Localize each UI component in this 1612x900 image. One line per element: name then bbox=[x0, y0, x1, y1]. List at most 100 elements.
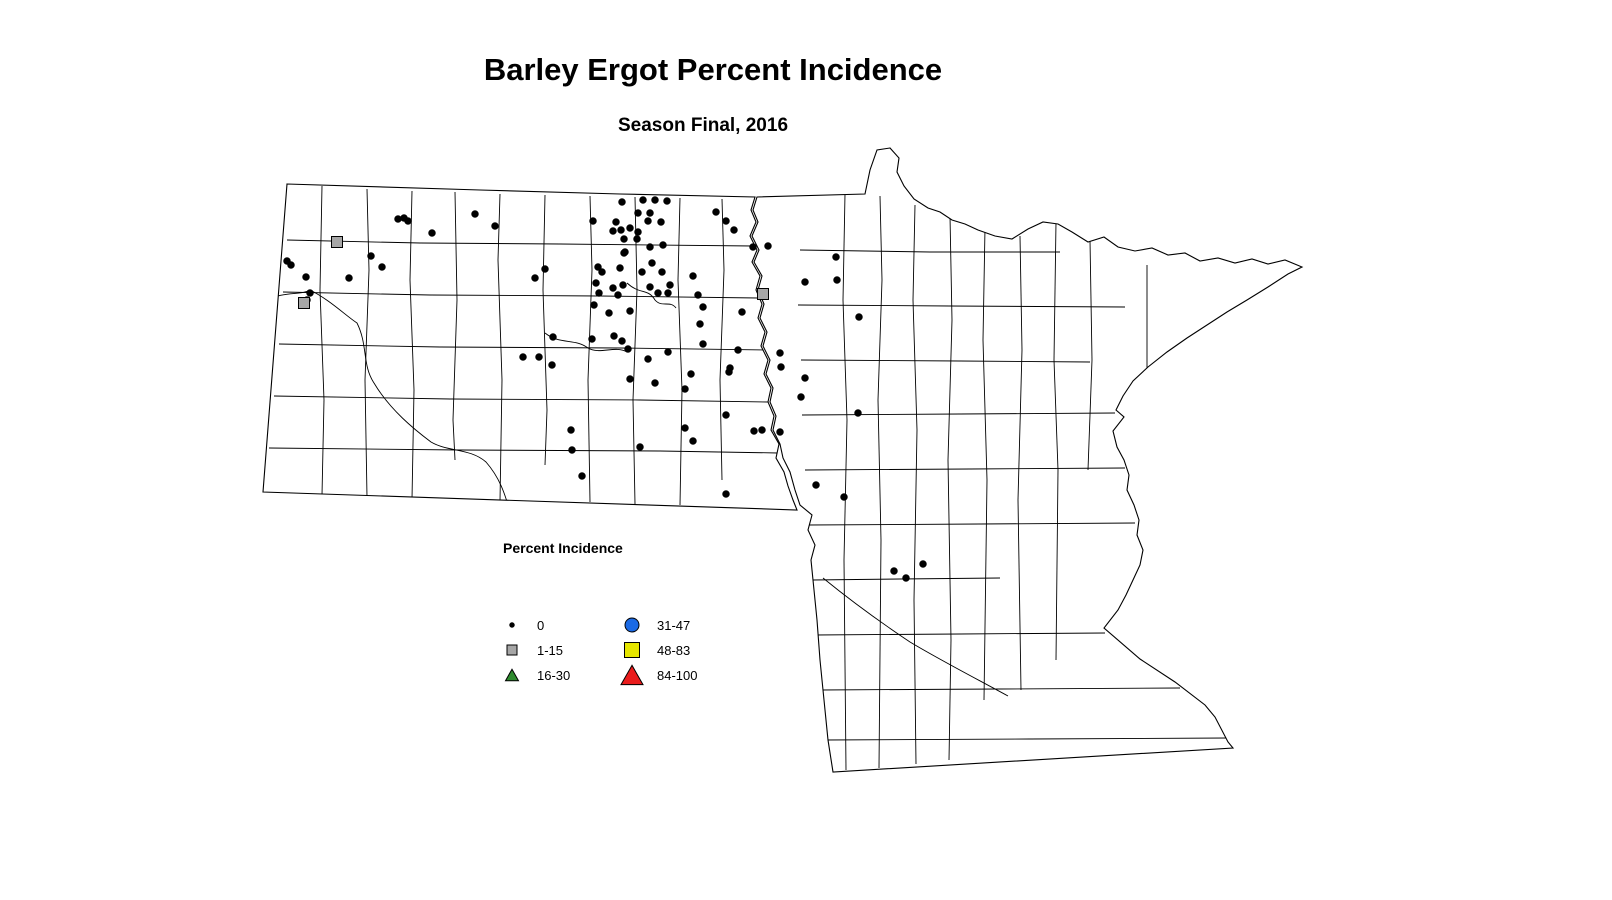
map-point-1-15 bbox=[298, 297, 310, 309]
map-point-0 bbox=[588, 335, 596, 343]
legend-item-84-100: 84-100 bbox=[615, 662, 697, 688]
map-point-0 bbox=[618, 337, 626, 345]
legend-item-0: 0 bbox=[495, 612, 544, 638]
map-point-0 bbox=[605, 309, 613, 317]
map-point-0 bbox=[854, 409, 862, 417]
circle-legend-icon bbox=[615, 612, 649, 638]
map-point-0 bbox=[568, 446, 576, 454]
map-point-0 bbox=[666, 281, 674, 289]
map-point-0 bbox=[491, 222, 499, 230]
legend-title: Percent Incidence bbox=[503, 540, 623, 556]
map-point-0 bbox=[722, 217, 730, 225]
map-point-0 bbox=[626, 307, 634, 315]
map-point-0 bbox=[758, 426, 766, 434]
map-point-0 bbox=[689, 272, 697, 280]
map-point-0 bbox=[749, 243, 757, 251]
map-point-0 bbox=[651, 196, 659, 204]
map-point-0 bbox=[616, 264, 624, 272]
map-point-0 bbox=[840, 493, 848, 501]
legend-item-label: 31-47 bbox=[657, 617, 691, 633]
square-legend-icon bbox=[615, 637, 649, 663]
map-point-0 bbox=[801, 278, 809, 286]
map-point-0 bbox=[367, 252, 375, 260]
map-point-1-15 bbox=[331, 236, 343, 248]
map-point-0 bbox=[738, 308, 746, 316]
map-point-0 bbox=[589, 217, 597, 225]
map-point-0 bbox=[306, 289, 314, 297]
map-point-0 bbox=[609, 284, 617, 292]
map-point-0 bbox=[776, 428, 784, 436]
map-point-0 bbox=[633, 235, 641, 243]
map-point-0 bbox=[620, 235, 628, 243]
map-point-0 bbox=[594, 263, 602, 271]
map-point-0 bbox=[657, 218, 665, 226]
map-point-1-15 bbox=[757, 288, 769, 300]
map-point-0 bbox=[664, 289, 672, 297]
map-point-0 bbox=[646, 283, 654, 291]
minnesota-county-lines bbox=[797, 193, 1229, 771]
map-point-0 bbox=[646, 209, 654, 217]
map-point-0 bbox=[699, 340, 707, 348]
map-point-0 bbox=[287, 261, 295, 269]
map-point-0 bbox=[730, 226, 738, 234]
map-point-0 bbox=[812, 481, 820, 489]
map-point-0 bbox=[750, 427, 758, 435]
minnesota-outline bbox=[751, 147, 1304, 773]
map-point-0 bbox=[618, 198, 626, 206]
map-point-0 bbox=[764, 242, 772, 250]
map-point-0 bbox=[549, 333, 557, 341]
map-point-0 bbox=[902, 574, 910, 582]
map-point-0 bbox=[855, 313, 863, 321]
map-point-0 bbox=[610, 332, 618, 340]
map-point-0 bbox=[681, 424, 689, 432]
map-point-0 bbox=[689, 437, 697, 445]
page-subtitle: Season Final, 2016 bbox=[617, 115, 789, 136]
map-point-0 bbox=[687, 370, 695, 378]
map-point-0 bbox=[639, 196, 647, 204]
data-points-layer bbox=[283, 196, 927, 582]
map-point-0 bbox=[712, 208, 720, 216]
map-point-0 bbox=[619, 281, 627, 289]
legend-item-31-47: 31-47 bbox=[615, 612, 690, 638]
map-point-0 bbox=[614, 291, 622, 299]
north-dakota-county-lines bbox=[263, 185, 779, 506]
triangle-legend-icon bbox=[495, 662, 529, 688]
legend-item-label: 0 bbox=[537, 617, 545, 633]
triangle-legend-icon bbox=[615, 662, 649, 688]
map-point-0 bbox=[535, 353, 543, 361]
map-point-0 bbox=[696, 320, 704, 328]
map-point-0 bbox=[548, 361, 556, 369]
map-point-0 bbox=[612, 218, 620, 226]
map-point-0 bbox=[651, 379, 659, 387]
dot-legend-icon bbox=[495, 612, 529, 638]
map-point-0 bbox=[578, 472, 586, 480]
map-point-0 bbox=[777, 363, 785, 371]
legend-item-48-83: 48-83 bbox=[615, 637, 690, 663]
map-point-0 bbox=[428, 229, 436, 237]
map-point-0 bbox=[609, 227, 617, 235]
map-point-0 bbox=[620, 249, 628, 257]
map-point-0 bbox=[644, 217, 652, 225]
map-point-0 bbox=[519, 353, 527, 361]
legend: Percent Incidence 0 1-15 16-30 31-47 48-83 84… bbox=[495, 540, 755, 686]
page-title: Barley Ergot Percent Incidence bbox=[483, 52, 943, 87]
map-point-0 bbox=[734, 346, 742, 354]
map-point-0 bbox=[541, 265, 549, 273]
map-point-0 bbox=[638, 268, 646, 276]
map-point-0 bbox=[776, 349, 784, 357]
map-point-0 bbox=[699, 303, 707, 311]
map-point-0 bbox=[722, 490, 730, 498]
map-point-0 bbox=[646, 243, 654, 251]
map-point-0 bbox=[654, 289, 662, 297]
legend-item-label: 84-100 bbox=[657, 667, 698, 683]
map-point-0 bbox=[636, 443, 644, 451]
map-point-0 bbox=[833, 276, 841, 284]
map-point-0 bbox=[648, 259, 656, 267]
map-point-0 bbox=[634, 209, 642, 217]
map-point-0 bbox=[378, 263, 386, 271]
map-point-0 bbox=[644, 355, 652, 363]
map-point-0 bbox=[681, 385, 689, 393]
legend-item-1-15: 1-15 bbox=[495, 637, 563, 663]
